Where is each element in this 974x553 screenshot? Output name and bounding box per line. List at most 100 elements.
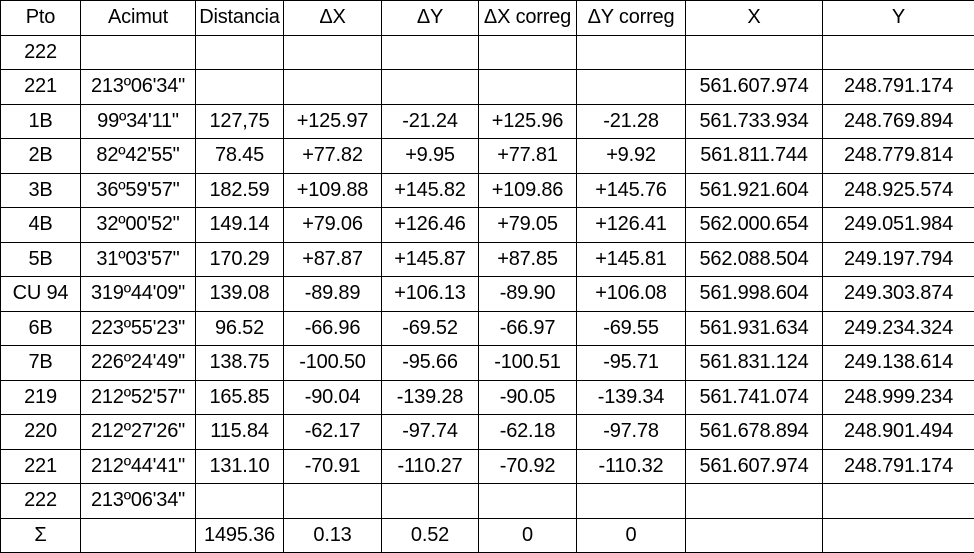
data-row: 222 <box>0 34 974 70</box>
cell: 561.741.074 <box>685 379 823 415</box>
cell: 2B <box>0 138 81 174</box>
cell: +87.85 <box>478 241 577 277</box>
cell: 561.678.894 <box>685 414 823 450</box>
cell: +109.88 <box>283 172 382 208</box>
cell: +126.41 <box>576 207 686 243</box>
header-cell: Distancia <box>195 0 284 36</box>
cell: +106.08 <box>576 276 686 312</box>
cell <box>822 483 974 519</box>
cell: 562.000.654 <box>685 207 823 243</box>
cell <box>478 483 577 519</box>
cell: +79.06 <box>283 207 382 243</box>
cell: 212º44'41" <box>80 448 196 484</box>
cell: 5B <box>0 241 81 277</box>
cell: -139.34 <box>576 379 686 415</box>
cell: -89.89 <box>283 276 382 312</box>
cell <box>576 34 686 70</box>
cell: -95.66 <box>381 345 479 381</box>
cell: +109.86 <box>478 172 577 208</box>
cell <box>478 34 577 70</box>
cell: 0.13 <box>283 517 382 553</box>
cell: -110.27 <box>381 448 479 484</box>
header-cell: ΔX <box>283 0 382 36</box>
cell: 222 <box>0 483 81 519</box>
cell <box>283 34 382 70</box>
cell: +125.97 <box>283 103 382 139</box>
cell <box>685 517 823 553</box>
cell: 562.088.504 <box>685 241 823 277</box>
cell: 96.52 <box>195 310 284 346</box>
cell: +145.81 <box>576 241 686 277</box>
cell: 0 <box>576 517 686 553</box>
data-row: 3B 36º59'57" 182.59 +109.88 +145.82 +109.86 +1… <box>0 172 974 208</box>
cell <box>381 483 479 519</box>
cell: 4B <box>0 207 81 243</box>
cell: +9.95 <box>381 138 479 174</box>
cell: -110.32 <box>576 448 686 484</box>
cell: -97.78 <box>576 414 686 450</box>
cell: +106.13 <box>381 276 479 312</box>
cell: 212º52'57" <box>80 379 196 415</box>
cell: 1B <box>0 103 81 139</box>
cell: 561.811.744 <box>685 138 823 174</box>
cell: 561.921.604 <box>685 172 823 208</box>
cell: 248.791.174 <box>822 69 974 105</box>
cell: 249.234.324 <box>822 310 974 346</box>
data-row: 4B 32º00'52" 149.14 +79.06 +126.46 +79.05 +126… <box>0 207 974 243</box>
cell: +87.87 <box>283 241 382 277</box>
cell: -89.90 <box>478 276 577 312</box>
cell: 213º06'34" <box>80 69 196 105</box>
cell: 221 <box>0 69 81 105</box>
cell <box>195 483 284 519</box>
cell: -21.28 <box>576 103 686 139</box>
cell: 127,75 <box>195 103 284 139</box>
cell <box>478 69 577 105</box>
cell: 165.85 <box>195 379 284 415</box>
data-row: 1B 99º34'11" 127,75 +125.97 -21.24 +125.96 -21… <box>0 103 974 139</box>
cell: -21.24 <box>381 103 479 139</box>
cell <box>576 69 686 105</box>
data-row: 2B 82º42'55" 78.45 +77.82 +9.95 +77.81 +9.92 56… <box>0 138 974 174</box>
cell: -90.04 <box>283 379 382 415</box>
cell: 0.52 <box>381 517 479 553</box>
cell: 222 <box>0 34 81 70</box>
cell <box>381 69 479 105</box>
cell: 561.931.634 <box>685 310 823 346</box>
cell: 248.999.234 <box>822 379 974 415</box>
cell: 170.29 <box>195 241 284 277</box>
cell <box>685 34 823 70</box>
cell: -139.28 <box>381 379 479 415</box>
cell: -62.17 <box>283 414 382 450</box>
cell: 248.779.814 <box>822 138 974 174</box>
header-cell: X <box>685 0 823 36</box>
cell <box>685 483 823 519</box>
cell: 82º42'55" <box>80 138 196 174</box>
cell: -95.71 <box>576 345 686 381</box>
cell: -62.18 <box>478 414 577 450</box>
cell: 249.138.614 <box>822 345 974 381</box>
cell <box>195 69 284 105</box>
cell: +125.96 <box>478 103 577 139</box>
cell: 7B <box>0 345 81 381</box>
cell: Σ <box>0 517 81 553</box>
cell: 78.45 <box>195 138 284 174</box>
cell: 561.733.934 <box>685 103 823 139</box>
cell <box>822 517 974 553</box>
cell: +145.76 <box>576 172 686 208</box>
cell: 319º44'09" <box>80 276 196 312</box>
cell <box>822 34 974 70</box>
cell: -100.50 <box>283 345 382 381</box>
cell: 99º34'11" <box>80 103 196 139</box>
cell: 561.607.974 <box>685 69 823 105</box>
data-row: 220 212º27'26" 115.84 -62.17 -97.74 -62.18 -97… <box>0 414 974 450</box>
data-row: 5B 31º03'57" 170.29 +87.87 +145.87 +87.85 +145… <box>0 241 974 277</box>
cell: 149.14 <box>195 207 284 243</box>
cell: +79.05 <box>478 207 577 243</box>
header-cell: ΔY correg <box>576 0 686 36</box>
cell: 0 <box>478 517 577 553</box>
cell: 249.303.874 <box>822 276 974 312</box>
data-row: 6B 223º55'23" 96.52 -66.96 -69.52 -66.97 -69.5… <box>0 310 974 346</box>
cell: 226º24'49" <box>80 345 196 381</box>
